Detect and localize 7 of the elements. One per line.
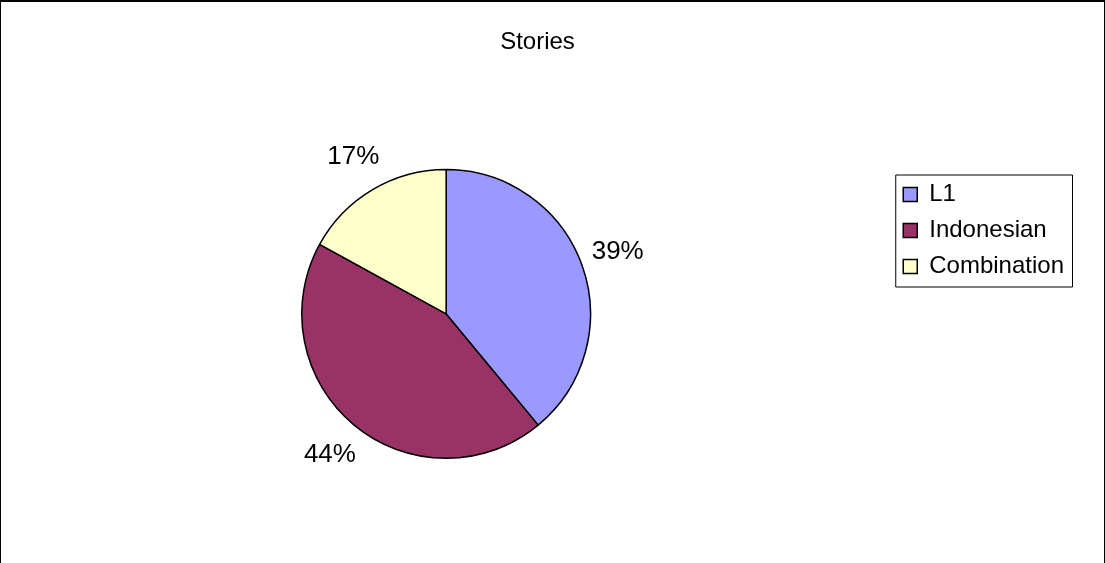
legend-label: L1 xyxy=(929,179,956,207)
legend-label: Indonesian xyxy=(929,215,1047,243)
data-label: 39% xyxy=(591,235,644,266)
legend-label: Combination xyxy=(929,251,1065,279)
data-label: 17% xyxy=(327,140,380,171)
data-label: 44% xyxy=(303,437,356,468)
chart-title: Stories xyxy=(500,27,575,55)
